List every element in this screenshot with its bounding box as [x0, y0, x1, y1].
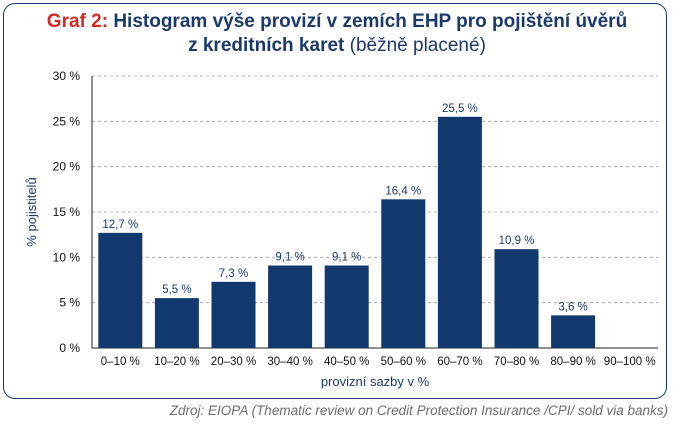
y-axis-title: % pojistitelů	[24, 177, 39, 246]
bar	[494, 249, 539, 348]
bar	[551, 315, 596, 348]
y-tick-label: 25 %	[53, 114, 81, 128]
bar	[268, 265, 313, 348]
x-tick-label: 50–60 %	[381, 356, 426, 368]
data-label: 25,5 %	[442, 103, 478, 115]
x-axis-title: provizní sazby v %	[321, 374, 430, 389]
x-tick-label: 60–70 %	[437, 356, 482, 368]
y-tick-label: 5 %	[59, 296, 80, 310]
title-line-1: Histogram výše provizí v zemích EHP pro …	[113, 11, 628, 32]
figure-label: Graf 2:	[46, 11, 109, 32]
bar	[381, 199, 426, 348]
x-tick-label: 0–10 %	[101, 356, 140, 368]
y-tick-label: 20 %	[53, 160, 81, 174]
y-tick-label: 15 %	[53, 205, 81, 219]
x-tick-label: 40–50 %	[324, 356, 369, 368]
data-label: 9,1 %	[332, 251, 361, 263]
data-label: 9,1 %	[275, 251, 304, 263]
data-label: 12,7 %	[102, 219, 138, 231]
data-label: 16,4 %	[385, 185, 421, 197]
data-label: 3,6 %	[558, 301, 587, 313]
x-tick-label: 30–40 %	[267, 356, 312, 368]
source-note: Zdroj: EIOPA (Thematic review on Credit …	[169, 403, 668, 418]
bar	[437, 116, 482, 348]
bar	[324, 265, 369, 348]
data-label: 10,9 %	[499, 235, 535, 247]
x-tick-label: 80–90 %	[550, 356, 595, 368]
data-label: 7,3 %	[219, 268, 248, 280]
x-tick-label: 90–100 %	[604, 356, 656, 368]
title-line-2: z kreditních karet	[188, 35, 345, 56]
title-subtitle: (běžně placené)	[349, 35, 486, 56]
y-tick-label: 0 %	[59, 341, 80, 355]
y-tick-label: 30 %	[53, 69, 81, 83]
bar	[98, 232, 143, 348]
x-tick-label: 10–20 %	[154, 356, 199, 368]
y-tick-label: 10 %	[53, 250, 81, 264]
chart-title: Graf 2: Histogram výše provizí v zemích …	[0, 10, 674, 58]
data-label: 5,5 %	[162, 284, 191, 296]
bar	[211, 281, 256, 348]
x-tick-label: 70–80 %	[494, 356, 539, 368]
bar	[154, 298, 199, 348]
x-tick-label: 20–30 %	[211, 356, 256, 368]
